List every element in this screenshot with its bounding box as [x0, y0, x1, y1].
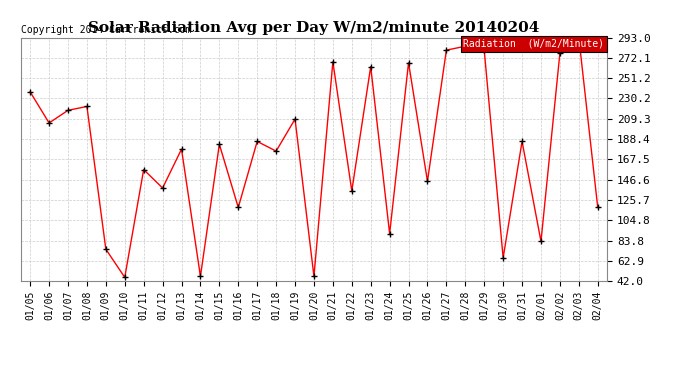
- Text: Radiation  (W/m2/Minute): Radiation (W/m2/Minute): [464, 39, 604, 49]
- Text: Copyright 2014 Cartronics.com: Copyright 2014 Cartronics.com: [21, 25, 191, 35]
- Title: Solar Radiation Avg per Day W/m2/minute 20140204: Solar Radiation Avg per Day W/m2/minute …: [88, 21, 540, 35]
